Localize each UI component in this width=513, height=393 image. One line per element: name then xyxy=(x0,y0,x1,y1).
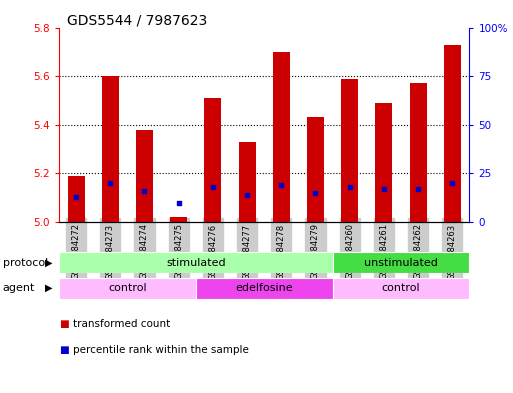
Point xyxy=(346,184,354,190)
Point xyxy=(106,180,114,186)
Bar xyxy=(444,44,461,222)
Bar xyxy=(307,118,324,222)
Bar xyxy=(332,252,469,273)
Text: protocol: protocol xyxy=(3,257,48,268)
Bar xyxy=(59,252,332,273)
Bar xyxy=(332,278,469,299)
Point xyxy=(448,180,457,186)
Text: stimulated: stimulated xyxy=(166,258,226,268)
Bar xyxy=(341,79,358,222)
Point xyxy=(141,188,149,194)
Bar xyxy=(170,217,187,222)
Text: edelfosine: edelfosine xyxy=(235,283,293,293)
Point xyxy=(380,186,388,192)
Bar xyxy=(196,278,332,299)
Text: agent: agent xyxy=(3,283,35,293)
Text: ▶: ▶ xyxy=(45,283,53,293)
Text: ■: ■ xyxy=(59,345,69,355)
Point xyxy=(243,192,251,198)
Point xyxy=(209,184,217,190)
Bar xyxy=(59,278,196,299)
Text: GDS5544 / 7987623: GDS5544 / 7987623 xyxy=(67,14,207,28)
Text: transformed count: transformed count xyxy=(73,319,171,329)
Text: control: control xyxy=(382,283,420,293)
Bar xyxy=(409,83,427,222)
Bar xyxy=(68,176,85,222)
Text: ■: ■ xyxy=(59,319,69,329)
Bar xyxy=(376,103,392,222)
Point xyxy=(311,190,320,196)
Text: percentile rank within the sample: percentile rank within the sample xyxy=(73,345,249,355)
Point xyxy=(414,186,422,192)
Text: ▶: ▶ xyxy=(45,257,53,268)
Point xyxy=(174,199,183,206)
Point xyxy=(277,182,285,188)
Point xyxy=(72,194,80,200)
Text: control: control xyxy=(108,283,147,293)
Bar xyxy=(204,98,222,222)
Bar xyxy=(273,52,290,222)
Bar xyxy=(136,130,153,222)
Text: unstimulated: unstimulated xyxy=(364,258,438,268)
Bar xyxy=(239,142,255,222)
Bar xyxy=(102,76,119,222)
